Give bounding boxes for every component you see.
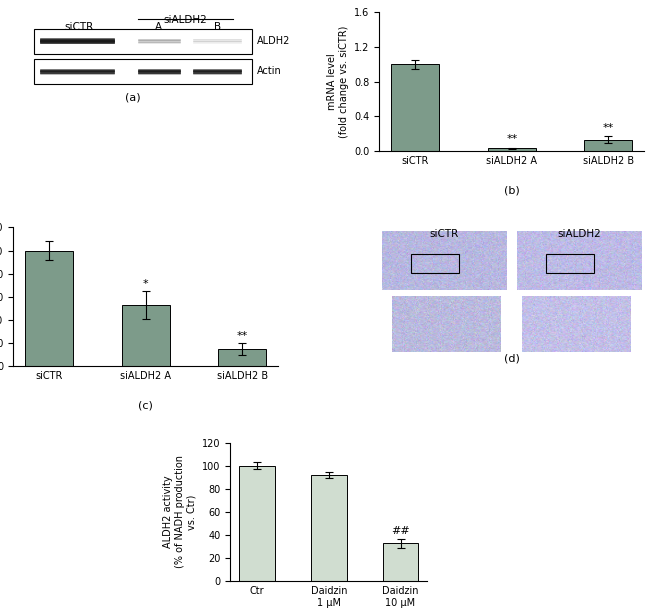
Text: Actin: Actin — [257, 66, 282, 76]
Text: siCTR: siCTR — [430, 229, 459, 239]
Text: siCTR: siCTR — [64, 22, 94, 32]
Text: (d): (d) — [504, 354, 519, 364]
Bar — [488, 149, 536, 151]
Text: *: * — [143, 278, 148, 289]
Bar — [25, 250, 74, 366]
Bar — [35, 29, 252, 54]
Y-axis label: mRNA level
(fold change vs. siCTR): mRNA level (fold change vs. siCTR) — [327, 26, 348, 138]
Bar — [239, 466, 275, 581]
Text: ##: ## — [391, 526, 410, 536]
Bar — [383, 543, 419, 581]
Text: (c): (c) — [138, 401, 153, 411]
Bar — [391, 64, 439, 151]
Bar — [218, 349, 266, 366]
Text: B: B — [214, 22, 221, 32]
Bar — [311, 475, 347, 581]
Text: A: A — [156, 22, 163, 32]
Bar — [546, 254, 594, 273]
Text: **: ** — [506, 134, 518, 144]
Bar — [584, 140, 632, 151]
Text: siALDH2: siALDH2 — [558, 229, 602, 239]
Bar — [411, 254, 459, 273]
Text: (b): (b) — [504, 186, 519, 196]
Text: siALDH2: siALDH2 — [163, 15, 208, 25]
Bar — [122, 305, 170, 366]
Text: **: ** — [603, 123, 614, 133]
Text: ALDH2: ALDH2 — [257, 35, 290, 46]
Y-axis label: ALDH2 activity
(% of NADH production
vs. Ctr): ALDH2 activity (% of NADH production vs.… — [163, 455, 197, 569]
Text: **: ** — [236, 330, 248, 341]
Text: (a): (a) — [124, 93, 140, 103]
Bar — [35, 59, 252, 84]
